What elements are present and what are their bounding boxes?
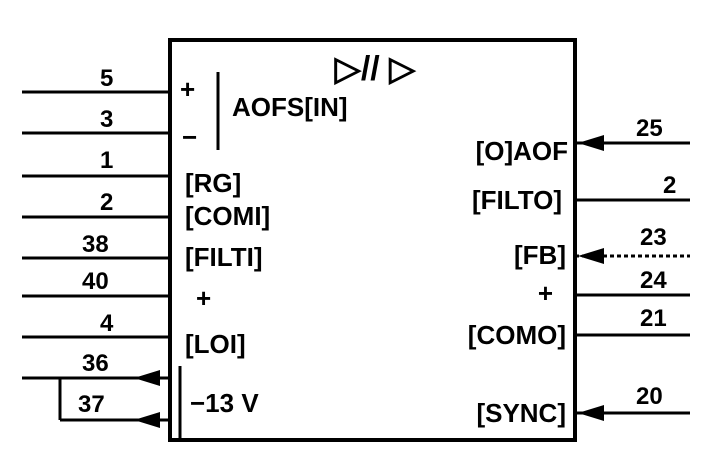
- left-pin-1: 1 [RG]: [22, 147, 241, 198]
- right-pin-number: 20: [636, 383, 663, 410]
- right-pin-21: 21 [COMO]: [468, 305, 690, 350]
- left-pin-number: 1: [100, 147, 113, 174]
- right-pin-label: [FILTO]: [472, 185, 562, 215]
- left-pin-37: 37: [60, 391, 170, 428]
- right-pin-label: [FB]: [514, 240, 566, 270]
- right-pin-2: 2 [FILTO]: [472, 172, 690, 215]
- right-pin-label: [COMO]: [468, 320, 566, 350]
- input-group-label: AOFS[IN]: [232, 92, 348, 122]
- left-pin-label: +: [180, 74, 195, 104]
- left-pin-number: 5: [100, 65, 113, 92]
- right-pin-label: [SYNC]: [476, 398, 566, 428]
- arrow-left-icon: [578, 135, 604, 151]
- left-pin-label: [FILTI]: [185, 242, 262, 272]
- right-pin-20: 20 [SYNC]: [476, 383, 690, 428]
- right-pin-label: +: [538, 278, 553, 308]
- left-pin-5: 5 +: [22, 65, 195, 104]
- left-pin-number: 3: [100, 106, 113, 133]
- right-pin-24: 24 +: [538, 267, 690, 308]
- left-pin-number: 4: [100, 310, 114, 337]
- left-pin-38: 38 [FILTI]: [22, 231, 262, 272]
- left-pin-number: 2: [100, 189, 113, 216]
- left-pin-number: 40: [82, 268, 109, 295]
- left-pin-label: [LOI]: [185, 329, 246, 359]
- left-pin-3: 3 −: [22, 106, 197, 152]
- left-pin-number: 36: [82, 350, 109, 377]
- right-pin-number: 24: [640, 267, 667, 294]
- right-pin-number: 25: [636, 115, 663, 142]
- left-pin-label: +: [196, 283, 211, 313]
- left-pin-number: 38: [82, 231, 109, 258]
- left-pin-number: 37: [78, 391, 105, 418]
- right-pin-number: 23: [640, 224, 667, 251]
- left-pin-label: [COMI]: [185, 201, 270, 231]
- right-pin-number: 21: [640, 305, 667, 332]
- left-pin-label: −: [182, 122, 197, 152]
- arrow-left-icon: [578, 405, 604, 421]
- right-pin-23: 23 [FB]: [514, 224, 690, 270]
- arrow-left-icon: [134, 412, 160, 428]
- left-pin-40: 40 +: [22, 268, 211, 313]
- left-pin-4: 4 [LOI]: [22, 310, 246, 359]
- right-pin-25: 25 [O]AOF: [476, 115, 690, 166]
- block-title: ▷// ▷: [334, 50, 417, 88]
- supply-label: −13 V: [190, 388, 259, 418]
- left-pin-36: 36: [22, 350, 170, 386]
- arrow-left-icon: [578, 248, 604, 264]
- right-pin-label: [O]AOF: [476, 136, 568, 166]
- left-pin-label: [RG]: [185, 168, 241, 198]
- right-pin-number: 2: [663, 172, 676, 199]
- block-body: [168, 38, 577, 442]
- left-pin-2: 2 [COMI]: [22, 189, 270, 231]
- arrow-left-icon: [134, 370, 160, 386]
